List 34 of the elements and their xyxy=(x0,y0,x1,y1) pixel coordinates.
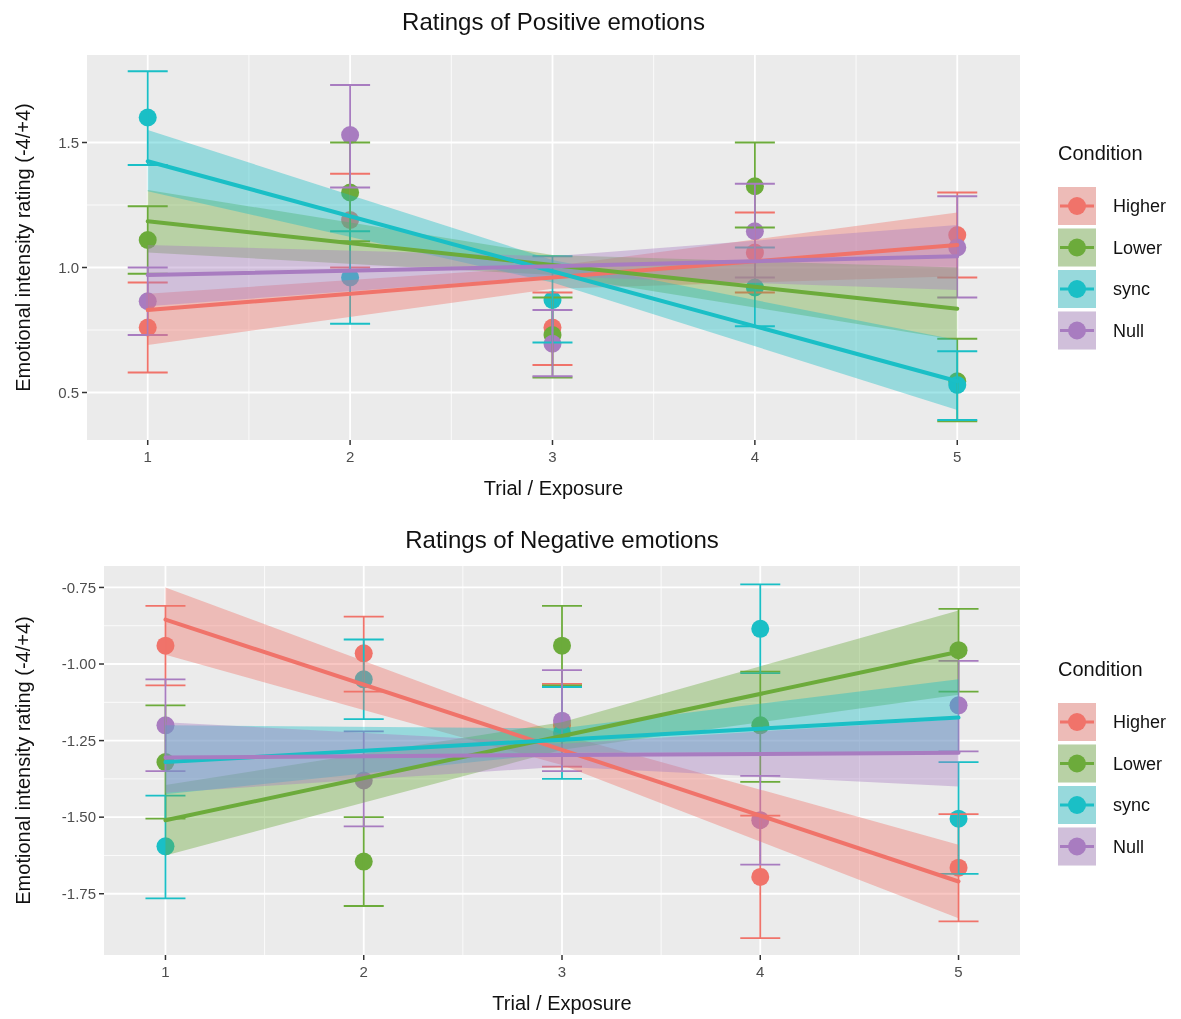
y-tick-label: 1.0 xyxy=(58,258,79,276)
x-axis-title: Trial / Exposure xyxy=(492,992,632,1014)
x-tick-label: 2 xyxy=(345,448,355,465)
legend-label: sync xyxy=(1113,795,1151,816)
legend-label: Higher xyxy=(1113,196,1167,217)
legend-title: Condition xyxy=(1058,658,1143,680)
x-tick-label: 4 xyxy=(756,963,765,980)
x-tick-label: 1 xyxy=(161,963,170,980)
y-axis-title: Emotional intensity rating (-4/+4) xyxy=(12,103,34,392)
x-tick-label: 3 xyxy=(557,963,567,980)
legend-label: Lower xyxy=(1113,753,1163,774)
y-tick-label: -0.75 xyxy=(61,578,96,596)
chart-title: Ratings of Positive emotions xyxy=(402,8,705,35)
y-tick-label: 0.5 xyxy=(58,383,79,401)
x-axis-title: Trial / Exposure xyxy=(483,477,624,499)
y-axis-title: Emotional intensity rating (-4/+4) xyxy=(12,616,34,905)
y-tick-label: -1.00 xyxy=(61,655,96,673)
chart-title: Ratings of Negative emotions xyxy=(405,526,719,553)
y-tick-label: 1.5 xyxy=(58,133,79,151)
x-tick-label: 1 xyxy=(143,448,152,465)
legend-label: Higher xyxy=(1113,712,1167,733)
legend-label: Null xyxy=(1113,320,1145,341)
x-tick-label: 3 xyxy=(548,448,557,465)
legend-label: Lower xyxy=(1113,237,1163,258)
x-tick-label: 5 xyxy=(954,963,963,980)
legend-label: Null xyxy=(1113,836,1145,857)
y-tick-label: -1.25 xyxy=(61,731,96,749)
x-tick-label: 5 xyxy=(953,448,962,465)
x-tick-label: 2 xyxy=(359,963,368,980)
y-tick-label: -1.50 xyxy=(61,808,96,826)
legend-title: Condition xyxy=(1058,142,1143,164)
x-tick-label: 4 xyxy=(750,448,760,465)
legend-label: sync xyxy=(1113,279,1151,300)
y-tick-label: -1.75 xyxy=(61,884,96,902)
